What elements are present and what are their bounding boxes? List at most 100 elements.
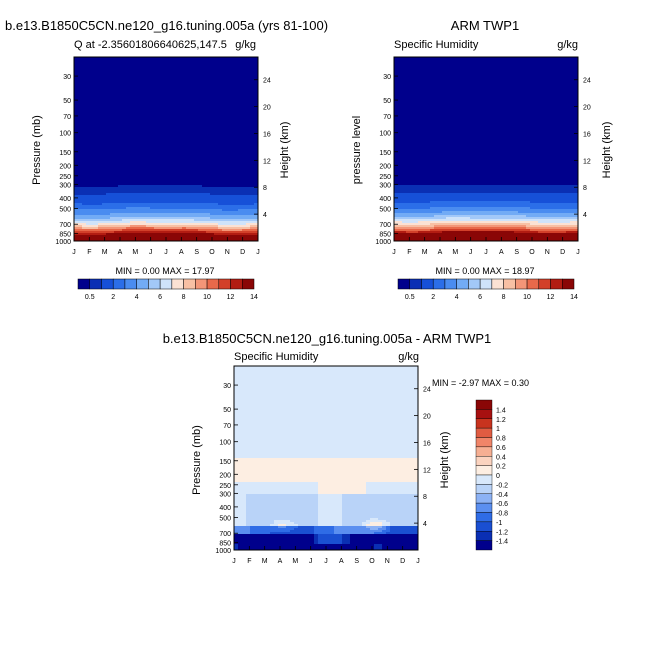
contour-cell <box>410 211 415 214</box>
contour-cell <box>234 235 239 238</box>
contour-cell <box>170 139 175 142</box>
contour-cell <box>146 69 151 72</box>
contour-cell <box>130 87 135 90</box>
contour-cell <box>238 217 243 220</box>
contour-cell <box>182 195 187 198</box>
contour-cell <box>82 111 87 114</box>
contour-cell <box>134 63 139 66</box>
contour-cell <box>102 133 107 136</box>
contour-cell <box>198 141 203 144</box>
contour-cell <box>114 133 119 136</box>
contour-cell <box>250 163 255 166</box>
contour-cell <box>178 213 183 216</box>
contour-cell <box>414 89 419 92</box>
contour-cell <box>398 65 403 68</box>
contour-cell <box>190 63 195 66</box>
contour-cell <box>218 71 223 74</box>
contour-cell <box>254 189 259 192</box>
contour-cell <box>150 133 155 136</box>
contour-cell <box>74 109 79 112</box>
contour-cell <box>230 147 235 150</box>
contour-cell <box>166 69 171 72</box>
contour-cell <box>254 137 259 140</box>
contour-cell <box>254 117 259 120</box>
contour-cell <box>134 233 139 236</box>
contour-cell <box>250 181 255 184</box>
contour-cell <box>218 221 223 224</box>
contour-cell <box>190 217 195 220</box>
contour-cell <box>242 219 247 222</box>
contour-cell <box>130 103 135 106</box>
contour-cell <box>194 79 199 82</box>
contour-cell <box>186 167 191 170</box>
contour-cell <box>414 91 419 94</box>
contour-cell <box>418 203 423 206</box>
contour-cell <box>82 145 87 148</box>
contour-cell <box>114 227 119 230</box>
contour-cell <box>398 145 403 148</box>
contour-cell <box>130 71 135 74</box>
contour-cell <box>414 77 419 80</box>
contour-cell <box>238 127 243 130</box>
contour-cell <box>402 193 407 196</box>
contour-cell <box>82 195 87 198</box>
contour-cell <box>142 67 147 70</box>
contour-cell <box>146 157 151 160</box>
contour-cell <box>162 173 167 176</box>
contour-cell <box>194 151 199 154</box>
contour-cell <box>90 183 95 186</box>
contour-cell <box>94 129 99 132</box>
contour-cell <box>154 235 159 238</box>
contour-cell <box>134 91 139 94</box>
contour-cell <box>238 97 243 100</box>
contour-cell <box>118 113 123 116</box>
contour-cell <box>86 101 91 104</box>
contour-cell <box>418 205 423 208</box>
contour-cell <box>126 123 131 126</box>
contour-cell <box>174 235 179 238</box>
contour-cell <box>170 181 175 184</box>
contour-cell <box>230 115 235 118</box>
contour-cell <box>118 79 123 82</box>
contour-cell <box>118 105 123 108</box>
contour-cell <box>74 111 79 114</box>
contour-cell <box>406 109 411 112</box>
contour-cell <box>74 199 79 202</box>
contour-cell <box>126 193 131 196</box>
contour-cell <box>78 191 83 194</box>
contour-cell <box>414 143 419 146</box>
contour-cell <box>82 187 87 190</box>
contour-cell <box>134 211 139 214</box>
contour-cell <box>162 157 167 160</box>
contour-cell <box>110 125 115 128</box>
contour-cell <box>174 73 179 76</box>
contour-cell <box>178 151 183 154</box>
contour-cell <box>74 159 79 162</box>
contour-cell <box>142 141 147 144</box>
contour-cell <box>230 131 235 134</box>
contour-cell <box>210 95 215 98</box>
contour-cell <box>182 223 187 226</box>
contour-cell <box>402 171 407 174</box>
contour-cell <box>82 57 87 60</box>
contour-cell <box>206 165 211 168</box>
contour-cell <box>226 123 231 126</box>
contour-cell <box>210 231 215 234</box>
contour-cell <box>174 159 179 162</box>
contour-cell <box>394 181 399 184</box>
contour-cell <box>242 143 247 146</box>
contour-cell <box>138 97 143 100</box>
contour-cell <box>166 229 171 232</box>
contour-cell <box>198 63 203 66</box>
contour-cell <box>102 171 107 174</box>
contour-cell <box>398 191 403 194</box>
contour-cell <box>218 167 223 170</box>
contour-cell <box>90 157 95 160</box>
contour-cell <box>214 151 219 154</box>
contour-cell <box>82 101 87 104</box>
contour-cell <box>206 89 211 92</box>
contour-cell <box>162 153 167 156</box>
contour-cell <box>118 233 123 236</box>
contour-cell <box>202 127 207 130</box>
contour-cell <box>186 109 191 112</box>
